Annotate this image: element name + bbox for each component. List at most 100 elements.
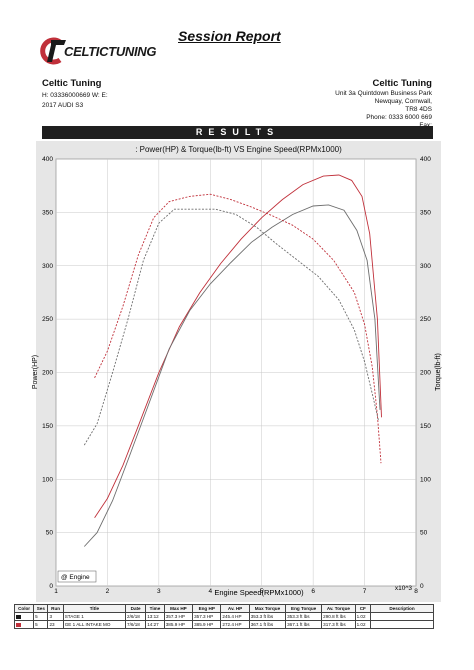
- y-tick-label-right: 400: [420, 156, 431, 163]
- y-tick-label-left: 400: [42, 156, 53, 163]
- cell-eng-torque: 353.3 ft lbs: [285, 612, 323, 621]
- address-line-3: TR8 4DS: [405, 106, 432, 113]
- cell-max-hp: 357.3 HP: [163, 612, 194, 621]
- cell-av-hp: 272.4 HP: [220, 620, 250, 629]
- cell-date: 2/6/18: [125, 612, 147, 621]
- x-tick-label: 7: [363, 588, 367, 595]
- cell-run: 23: [47, 620, 64, 629]
- cell-eng-hp: 357.3 HP: [192, 612, 222, 621]
- cell-title: GE 1 ALL INTAKE MO: [62, 620, 127, 629]
- y-tick-label-right: 200: [420, 370, 431, 377]
- series-line-torque: [94, 193, 382, 464]
- results-banner: RESULTS: [42, 126, 433, 139]
- series-line-torque: [83, 208, 379, 446]
- col-av-torque: Av. Torque: [321, 604, 356, 613]
- col-time: Time: [145, 604, 165, 613]
- color-swatch-cell: [13, 612, 35, 621]
- table-row[interactable]: 5 23 GE 1 ALL INTAKE MO 7/6/18 14:27 385…: [13, 620, 434, 629]
- chart-title: : Power(HP) & Torque(lb-ft) VS Engine Sp…: [135, 145, 342, 154]
- phone-number: Phone: 0333 6000 669: [366, 114, 432, 121]
- y-tick-label-left: 0: [49, 583, 53, 590]
- y-tick-label-left: 50: [46, 530, 54, 537]
- series-lines: [83, 174, 382, 547]
- y-tick-label-right: 150: [420, 423, 431, 430]
- x-tick-label: 5: [260, 588, 264, 595]
- y-tick-label-left: 150: [42, 423, 53, 430]
- cell-title: STAGE 1: [62, 612, 127, 621]
- legend-box: [57, 570, 97, 583]
- celtic-tuning-logo: CELTICTUNING: [38, 36, 168, 68]
- phone-line: H: 03336000669 W: E:: [42, 92, 108, 99]
- x-tick-label: 2: [106, 588, 110, 595]
- y-tick-label-left: 100: [42, 476, 53, 483]
- cell-date: 7/6/18: [125, 620, 147, 629]
- results-table: Color Ses Run Title Date Time Max HP Eng…: [13, 604, 434, 629]
- cell-time: 13:12: [145, 612, 165, 621]
- color-swatch: [16, 614, 21, 619]
- col-max-torque: Max Torque: [248, 604, 287, 613]
- x-tick-label: 4: [208, 588, 212, 595]
- x-tick-label: 3: [157, 588, 161, 595]
- page-title: Session Report: [178, 28, 281, 44]
- cell-run: 3: [47, 612, 64, 621]
- y-tick-label-right: 50: [420, 530, 428, 537]
- y-axis-label-right: Torque(lb-ft): [435, 353, 442, 391]
- table-row[interactable]: 5 3 STAGE 1 2/6/18 13:12 357.3 HP 357.3 …: [13, 612, 434, 621]
- col-eng-torque: Eng Torque: [285, 604, 323, 613]
- y-tick-label-left: 200: [42, 370, 53, 377]
- cell-session: 5: [33, 612, 49, 621]
- address-line-2: Newquay, Cornwall,: [374, 98, 432, 105]
- col-max-hp: Max HP: [163, 604, 194, 613]
- customer-info: Celtic Tuning H: 03336000669 W: E: 2017 …: [42, 78, 108, 110]
- cell-av-hp: 245.4 HP: [220, 612, 250, 621]
- cell-time: 14:27: [145, 620, 165, 629]
- cell-max-hp: 385.9 HP: [163, 620, 194, 629]
- cell-description: [370, 612, 434, 621]
- y-tick-label-left: 300: [42, 263, 53, 270]
- y-tick-label-left: 350: [42, 209, 53, 216]
- series-line-power: [94, 174, 382, 518]
- y-tick-label-right: 350: [420, 209, 431, 216]
- cell-av-torque: 317.3 ft lbs: [321, 620, 356, 629]
- x-tick-label: 8: [414, 588, 418, 595]
- right-company-name: Celtic Tuning: [372, 78, 432, 89]
- y-tick-label-left: 250: [42, 316, 53, 323]
- series-line-power: [83, 204, 381, 547]
- y-axis-label-left: Power(HP): [32, 355, 39, 389]
- y-tick-label-right: 100: [420, 476, 431, 483]
- col-description: Description: [370, 604, 434, 613]
- cell-session: 5: [33, 620, 49, 629]
- x-axis-label: Engine Speed(RPMx1000): [214, 588, 304, 597]
- y-tick-label-right: 250: [420, 316, 431, 323]
- legend-label: @ Engine: [61, 574, 90, 581]
- grid-lines: [55, 158, 417, 587]
- cell-cf: 1.02: [354, 620, 372, 629]
- cell-max-torque: 367.1 ft lbs: [248, 620, 287, 629]
- col-session: Ses: [33, 604, 49, 613]
- left-company-name: Celtic Tuning: [42, 78, 102, 89]
- y-tick-label-right: 300: [420, 263, 431, 270]
- logo-text: CELTICTUNING: [64, 44, 157, 59]
- address-line-1: Unit 3a Quintdown Business Park: [335, 90, 432, 97]
- color-swatch-cell: [13, 620, 35, 629]
- color-swatch: [16, 622, 21, 627]
- col-av-hp: Av. HP: [220, 604, 250, 613]
- fax-number: Fax:: [335, 122, 432, 130]
- table-header-row: Color Ses Run Title Date Time Max HP Eng…: [13, 604, 434, 613]
- col-cf: CF: [354, 604, 372, 613]
- col-run: Run: [47, 604, 64, 613]
- col-title: Title: [62, 604, 127, 613]
- y-tick-label-right: 0: [420, 583, 424, 590]
- cell-av-torque: 290.8 ft lbs: [321, 612, 356, 621]
- cell-cf: 1.02: [354, 612, 372, 621]
- x-multiplier-label: x10^3: [395, 585, 413, 592]
- logo-mark-icon: [40, 37, 66, 65]
- col-eng-hp: Eng HP: [192, 604, 222, 613]
- cell-description: [370, 620, 434, 629]
- cell-eng-hp: 385.9 HP: [192, 620, 222, 629]
- vehicle-line: 2017 AUDI S3: [42, 101, 84, 109]
- col-color: Color: [13, 604, 35, 613]
- company-address: Celtic Tuning Unit 3a Quintdown Business…: [335, 78, 432, 130]
